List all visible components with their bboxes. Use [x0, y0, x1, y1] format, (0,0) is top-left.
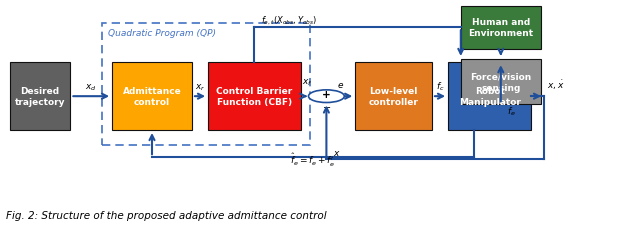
Text: $f_e$: $f_e$ — [507, 105, 516, 117]
Bar — [461, 7, 541, 50]
Text: Control Barrier
Function (CBF): Control Barrier Function (CBF) — [216, 87, 292, 107]
Text: Quadratic Program (QP): Quadratic Program (QP) — [108, 29, 216, 38]
Text: +: + — [322, 90, 331, 99]
Text: $x,\dot{x}$: $x,\dot{x}$ — [547, 79, 564, 92]
Bar — [10, 63, 70, 130]
Bar — [355, 63, 432, 130]
Text: Force/vision
sensing: Force/vision sensing — [470, 72, 531, 92]
Text: −: − — [323, 102, 331, 112]
Bar — [461, 60, 541, 105]
Bar — [112, 63, 192, 130]
Text: Low-level
controller: Low-level controller — [369, 87, 419, 107]
Text: Admittance
control: Admittance control — [123, 87, 181, 107]
Bar — [448, 63, 531, 130]
Text: $x_d$: $x_d$ — [85, 82, 97, 92]
Text: $\hat{f}_e = f_e + f_e^\prime$: $\hat{f}_e = f_e + f_e^\prime$ — [290, 152, 335, 169]
Text: Human and
Environment: Human and Environment — [468, 18, 533, 38]
Text: $f_{e,t}(X_{obs},Y_{obs})$: $f_{e,t}(X_{obs},Y_{obs})$ — [261, 15, 317, 27]
Text: $x$: $x$ — [333, 148, 340, 157]
Text: $x_f$: $x_f$ — [302, 77, 312, 88]
Text: $f_c$: $f_c$ — [436, 80, 444, 92]
Text: Robot
Manipulator: Robot Manipulator — [459, 87, 520, 107]
Bar — [208, 63, 301, 130]
Bar — [102, 24, 310, 145]
Text: $x_r$: $x_r$ — [195, 82, 205, 92]
Text: $e$: $e$ — [337, 81, 344, 90]
Text: Fig. 2: Structure of the proposed adaptive admittance control: Fig. 2: Structure of the proposed adapti… — [6, 211, 327, 220]
Text: Desired
trajectory: Desired trajectory — [15, 87, 65, 107]
Ellipse shape — [308, 90, 344, 103]
